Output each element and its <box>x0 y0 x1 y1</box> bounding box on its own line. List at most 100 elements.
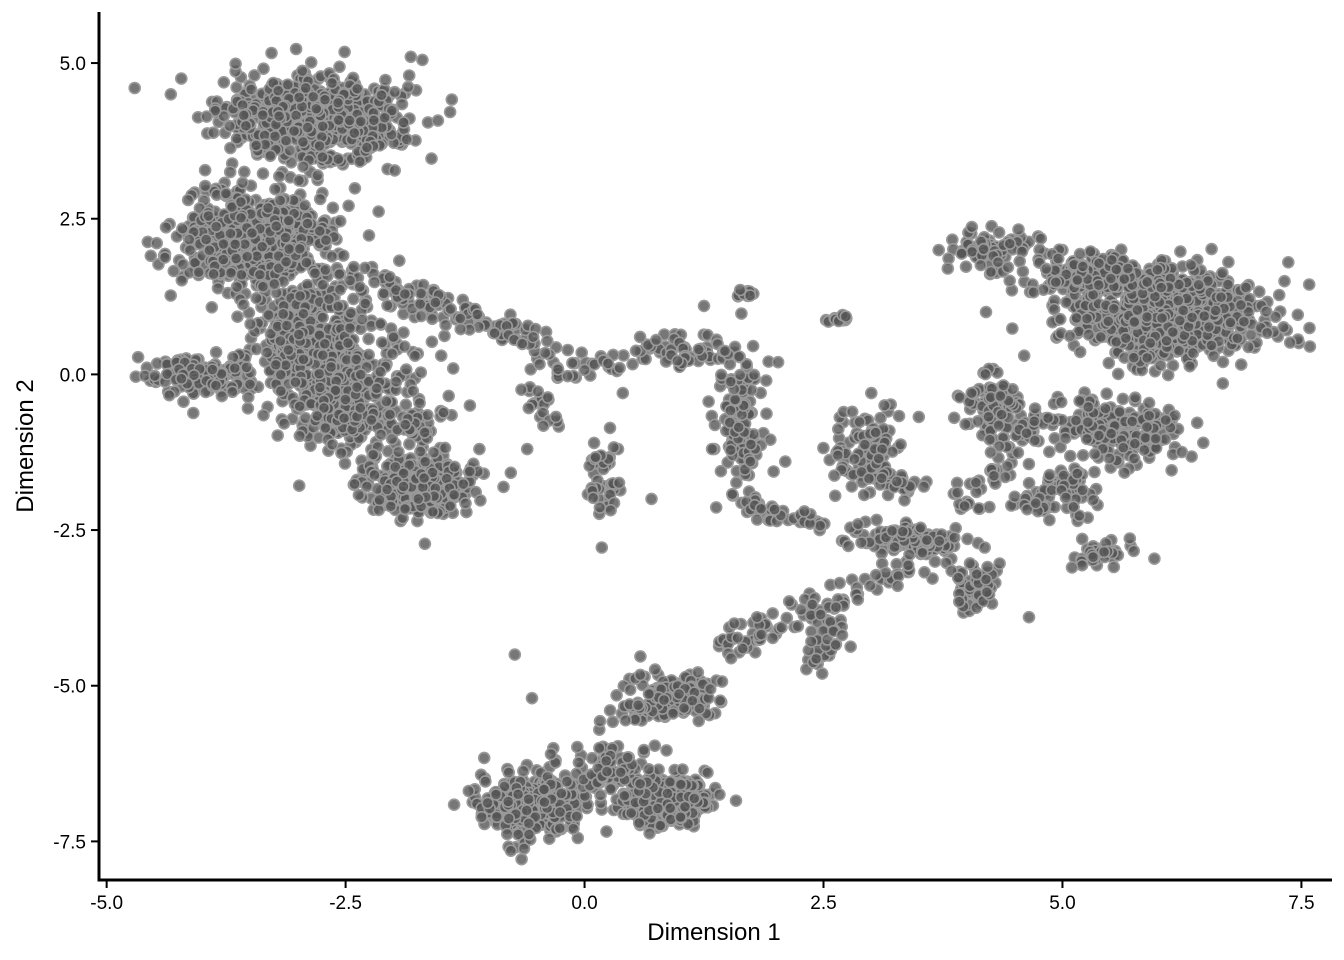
data-point <box>234 195 248 209</box>
data-point <box>1216 377 1230 390</box>
data-point <box>331 152 345 166</box>
data-point <box>318 337 332 351</box>
data-point <box>1198 309 1211 323</box>
data-point <box>177 395 190 409</box>
data-point <box>763 433 777 447</box>
data-point <box>445 93 459 106</box>
data-point <box>654 819 667 832</box>
data-point <box>313 192 327 206</box>
data-point <box>961 532 974 546</box>
data-point <box>293 289 307 303</box>
data-point <box>1239 281 1253 294</box>
data-point <box>175 72 188 85</box>
data-point <box>1034 232 1048 245</box>
data-point <box>319 263 332 277</box>
data-point <box>365 413 378 427</box>
data-point <box>411 492 425 506</box>
data-point <box>643 826 656 840</box>
data-point <box>1118 272 1131 286</box>
data-point <box>343 321 357 335</box>
data-point <box>128 81 141 95</box>
data-point <box>1278 274 1291 288</box>
data-point <box>1119 331 1133 345</box>
data-point <box>256 167 270 180</box>
data-point <box>1104 272 1118 285</box>
data-point <box>1012 223 1025 236</box>
data-point <box>352 488 366 502</box>
data-point <box>331 96 345 110</box>
data-point <box>456 477 470 491</box>
data-point <box>240 361 253 374</box>
data-point <box>1117 441 1130 455</box>
data-point <box>205 300 219 314</box>
data-point <box>663 775 677 789</box>
data-point <box>1099 402 1112 415</box>
data-point <box>379 73 392 87</box>
data-point <box>1259 305 1273 318</box>
data-point <box>362 348 376 362</box>
data-point <box>1092 256 1106 270</box>
data-point <box>336 249 350 262</box>
data-point <box>971 414 985 428</box>
data-point <box>1063 329 1077 343</box>
data-point <box>708 418 722 432</box>
data-point <box>1140 420 1154 434</box>
data-point <box>347 126 361 140</box>
data-point <box>292 479 306 493</box>
data-point <box>397 480 410 493</box>
data-point <box>1121 262 1135 275</box>
data-point <box>692 714 706 728</box>
data-point <box>1303 340 1317 353</box>
data-point <box>380 395 393 408</box>
data-point <box>1113 405 1126 419</box>
data-point <box>1260 326 1274 340</box>
data-point <box>1059 431 1072 445</box>
data-point <box>1209 304 1222 317</box>
data-point <box>370 381 384 395</box>
data-point <box>272 169 286 183</box>
data-point <box>202 209 215 223</box>
data-point <box>256 280 270 293</box>
data-point <box>318 93 332 106</box>
data-point <box>448 460 461 474</box>
data-point <box>724 404 737 417</box>
data-point <box>1086 550 1100 564</box>
data-point <box>368 468 381 482</box>
data-point <box>253 268 267 282</box>
data-point <box>292 174 306 187</box>
data-point <box>479 775 492 788</box>
data-point <box>1197 436 1210 450</box>
data-point <box>857 488 871 502</box>
data-point <box>353 155 367 168</box>
data-point <box>661 787 674 800</box>
data-point <box>209 220 223 233</box>
data-point <box>224 141 237 155</box>
data-point <box>293 242 307 256</box>
data-point <box>338 45 351 59</box>
data-point <box>269 358 283 372</box>
data-point <box>399 398 413 412</box>
data-point <box>333 214 347 228</box>
data-point <box>255 240 269 253</box>
data-point <box>325 76 339 90</box>
data-point <box>632 816 646 830</box>
data-point <box>1175 445 1189 459</box>
data-point <box>502 812 516 825</box>
data-point <box>274 334 287 348</box>
data-point <box>474 494 487 507</box>
data-point <box>349 353 363 366</box>
data-point <box>1216 266 1229 280</box>
data-point <box>767 465 780 478</box>
data-point <box>1070 311 1083 325</box>
data-point <box>447 798 461 812</box>
data-point <box>341 336 355 350</box>
data-point <box>463 465 477 478</box>
data-point <box>277 417 291 430</box>
data-point <box>980 585 994 599</box>
data-point <box>402 69 416 82</box>
data-point <box>150 236 163 250</box>
data-point <box>970 567 984 581</box>
data-point <box>1302 278 1316 291</box>
data-point <box>537 783 551 796</box>
